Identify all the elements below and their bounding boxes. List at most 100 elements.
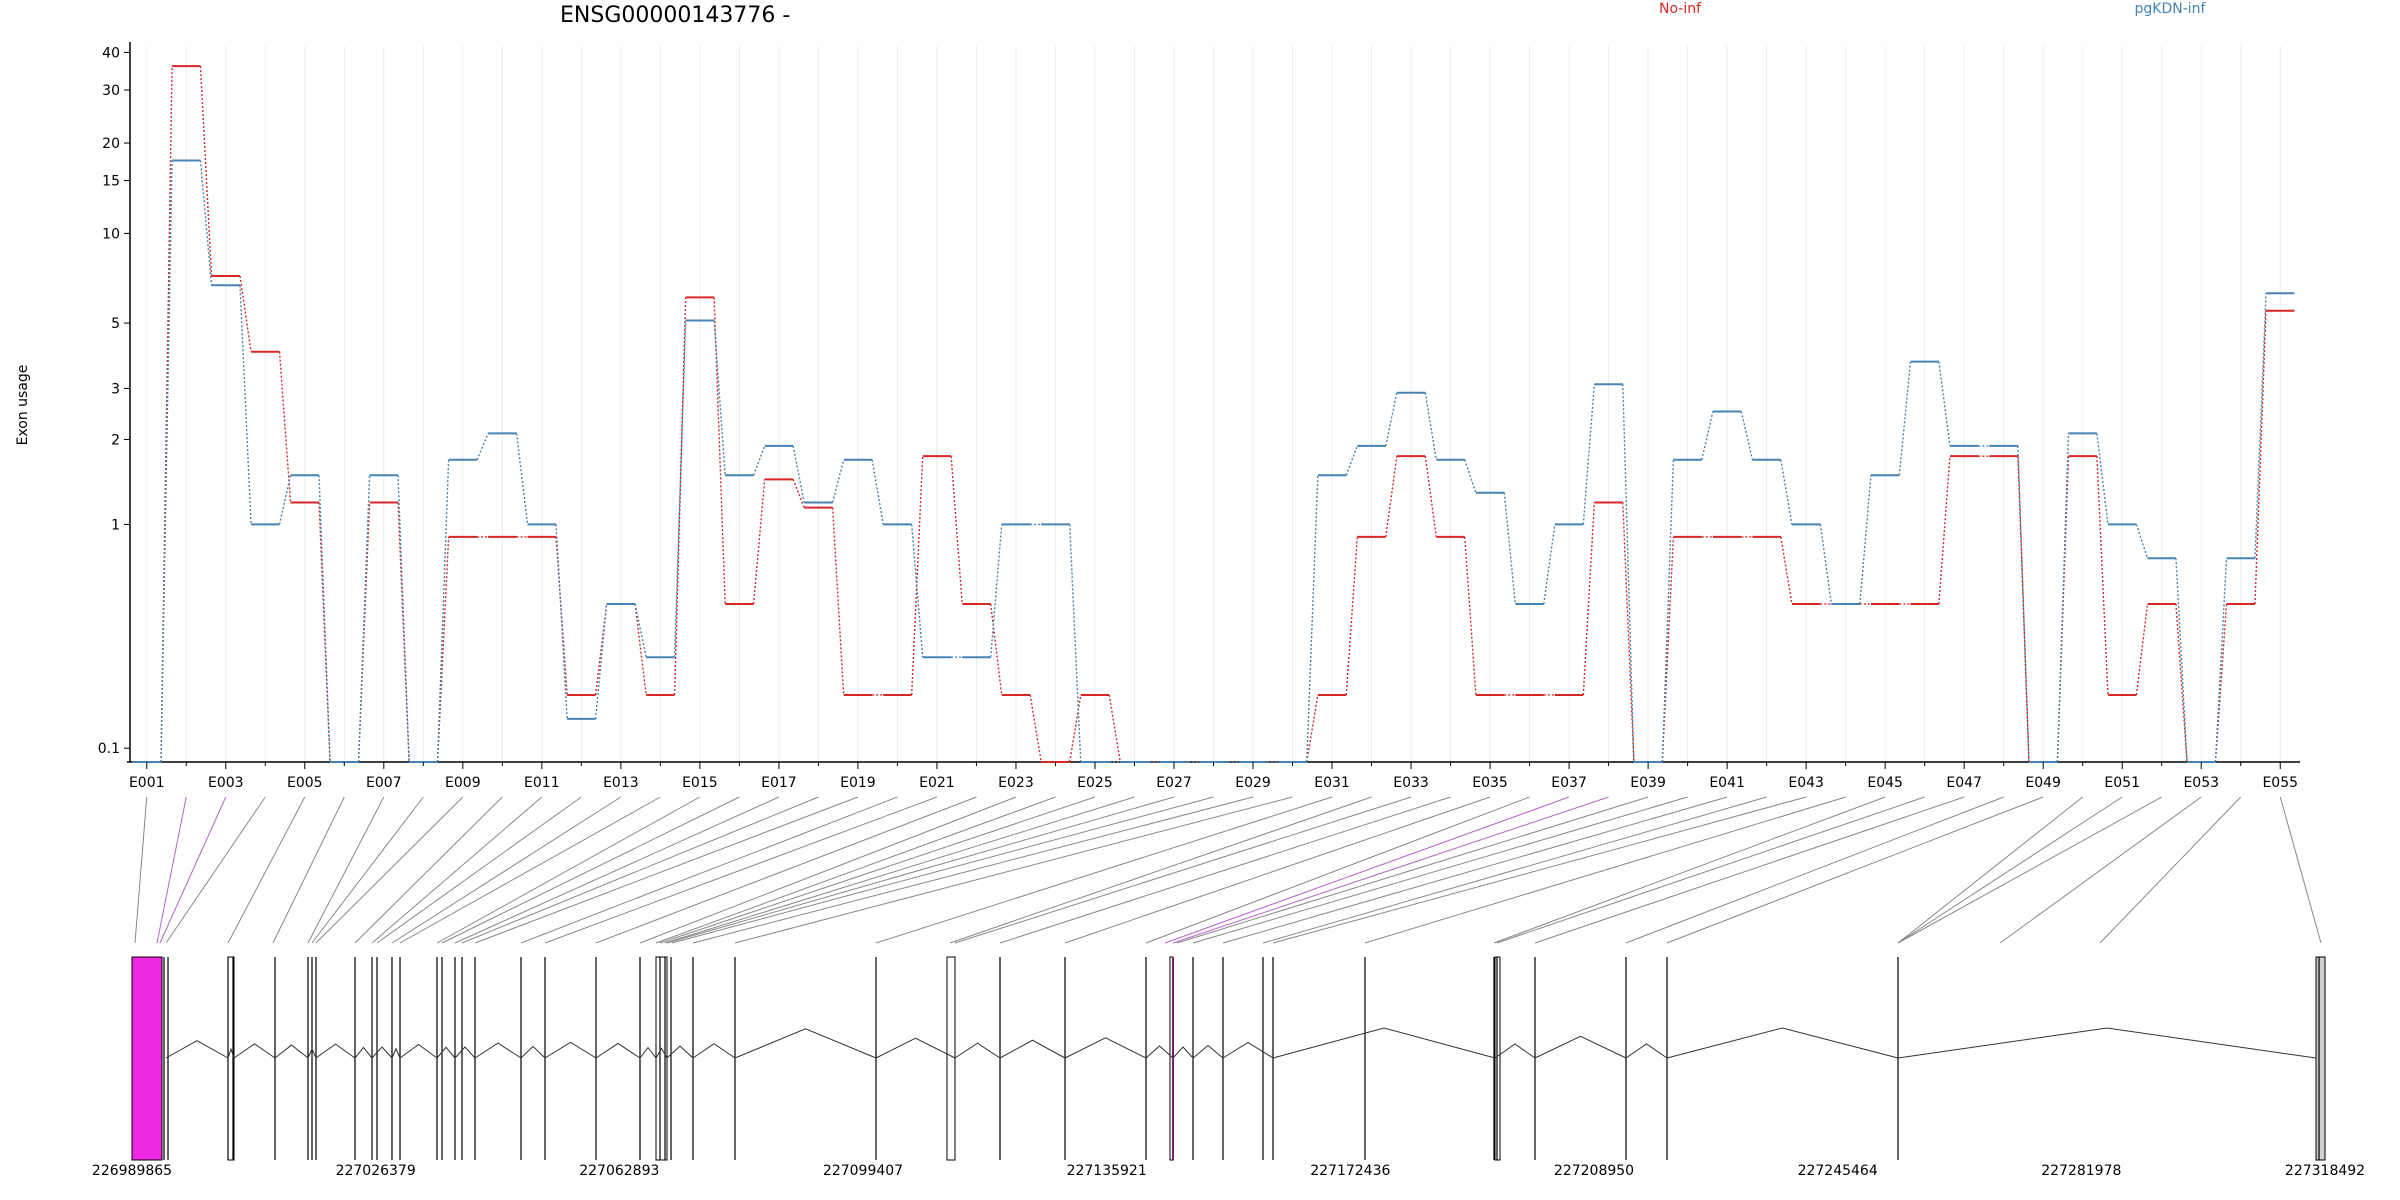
intron bbox=[595, 1042, 641, 1059]
x-tick-label: E007 bbox=[366, 775, 402, 791]
exon-connector bbox=[875, 796, 1333, 944]
series-connector bbox=[160, 160, 173, 763]
exon-box bbox=[946, 956, 956, 1161]
exon-box bbox=[655, 956, 668, 1161]
series-connector bbox=[1029, 694, 1042, 763]
exon-connector bbox=[1666, 796, 2044, 944]
series-connector bbox=[634, 603, 647, 658]
y-tick-labels: 0.1 1 2 3 5 10 15 20 30 40 bbox=[98, 45, 130, 757]
exon-connector bbox=[1164, 796, 1570, 944]
exon-connector bbox=[376, 796, 582, 944]
intron bbox=[1172, 1046, 1194, 1059]
exon-connector bbox=[307, 796, 385, 944]
series-connector bbox=[1464, 536, 1477, 695]
series-connector bbox=[1819, 524, 1833, 605]
exon-connector-lines bbox=[134, 796, 2322, 944]
x-tick-label: E055 bbox=[2262, 775, 2298, 791]
series-connector bbox=[1464, 459, 1477, 493]
x-tick-label: E037 bbox=[1551, 775, 1587, 791]
y-axis-label: Exon usage bbox=[15, 365, 31, 446]
exon-connector bbox=[655, 796, 1056, 944]
series-connector bbox=[752, 445, 766, 476]
intron bbox=[1625, 1043, 1668, 1059]
intron bbox=[165, 1040, 229, 1059]
exon-connector bbox=[1496, 796, 1925, 944]
series-connector bbox=[2017, 456, 2030, 763]
exon-connector bbox=[461, 796, 819, 944]
exon-connector bbox=[272, 796, 345, 944]
exon-connector bbox=[595, 796, 977, 944]
y-tick-label: 5 bbox=[111, 316, 120, 332]
exon-connector bbox=[1897, 796, 2123, 944]
exon-connector bbox=[399, 796, 661, 944]
x-tick-label: E039 bbox=[1630, 775, 1666, 791]
x-tick-label: E027 bbox=[1156, 775, 1192, 791]
exon-box bbox=[2315, 956, 2326, 1161]
x-tick-label: E029 bbox=[1235, 775, 1271, 791]
x-tick-label: E017 bbox=[761, 775, 797, 791]
series-connector bbox=[1345, 536, 1359, 695]
series-connector bbox=[792, 445, 805, 503]
y-tick-label: 30 bbox=[102, 83, 120, 99]
intron bbox=[655, 1047, 668, 1059]
intron bbox=[875, 1037, 956, 1059]
series-connector bbox=[673, 320, 687, 658]
genomic-tick-label: 227172436 bbox=[1310, 1163, 1390, 1179]
x-tick-label: E001 bbox=[129, 775, 165, 791]
exon-connector bbox=[1534, 796, 1965, 944]
series-connector bbox=[436, 459, 450, 763]
exon-connector bbox=[954, 796, 1412, 944]
exon-connector bbox=[666, 796, 1175, 944]
exon-connector bbox=[1145, 796, 1530, 944]
intron bbox=[734, 1028, 877, 1059]
series-connector bbox=[950, 456, 963, 605]
exon-connector bbox=[156, 796, 187, 944]
intron bbox=[666, 1045, 694, 1059]
series-connector bbox=[476, 433, 489, 461]
series-connector bbox=[2214, 603, 2228, 763]
series-connector bbox=[1582, 384, 1596, 525]
x-tick-label: E047 bbox=[1946, 775, 1982, 791]
exon-connector bbox=[159, 796, 227, 944]
exon-connector bbox=[1176, 796, 1649, 944]
x-tick-labels: E001 E003 E005 E007 E009 E011 E013 E015 E017 E019… bbox=[129, 762, 2298, 791]
series-connector bbox=[1306, 475, 1319, 763]
x-tick-label: E033 bbox=[1393, 775, 1429, 791]
intron bbox=[520, 1045, 546, 1059]
series-connector bbox=[1503, 492, 1517, 605]
intron bbox=[639, 1046, 657, 1059]
series-connector bbox=[1582, 502, 1596, 695]
genomic-tick-label: 227245464 bbox=[1798, 1163, 1878, 1179]
series-connector bbox=[910, 524, 924, 658]
intron bbox=[399, 1043, 438, 1059]
series-connector bbox=[2017, 445, 2030, 763]
y-tick-label: 1 bbox=[111, 517, 120, 533]
series-connector bbox=[1622, 502, 1635, 763]
intron bbox=[692, 1043, 736, 1059]
series-connector bbox=[713, 320, 726, 476]
x-tick-label: E043 bbox=[1788, 775, 1824, 791]
genomic-tick-label: 227026379 bbox=[336, 1163, 416, 1179]
exon-connector bbox=[949, 796, 1372, 944]
genomic-tick-label: 227318492 bbox=[2285, 1163, 2365, 1179]
series-connector bbox=[831, 507, 845, 695]
series-connector bbox=[2254, 310, 2267, 604]
intron bbox=[1494, 1043, 1536, 1059]
genomic-tick-label: 227208950 bbox=[1554, 1163, 1634, 1179]
series-connector bbox=[989, 603, 1003, 696]
x-tick-label: E011 bbox=[524, 775, 560, 791]
exon-connector bbox=[2279, 796, 2322, 944]
intron bbox=[436, 1046, 456, 1059]
series-connector bbox=[1701, 411, 1714, 460]
y-tick-label: 3 bbox=[111, 381, 120, 397]
series-connector bbox=[1068, 694, 1082, 763]
series-connector bbox=[831, 459, 845, 503]
series-connector bbox=[1424, 392, 1438, 460]
exon-connector bbox=[454, 796, 780, 944]
exon-connector bbox=[2099, 796, 2242, 944]
series-connector bbox=[1938, 456, 1951, 605]
series-connector bbox=[1306, 694, 1319, 763]
exon-connector bbox=[692, 796, 1254, 944]
series-connector bbox=[2254, 293, 2267, 559]
exon-connector bbox=[1064, 796, 1491, 944]
